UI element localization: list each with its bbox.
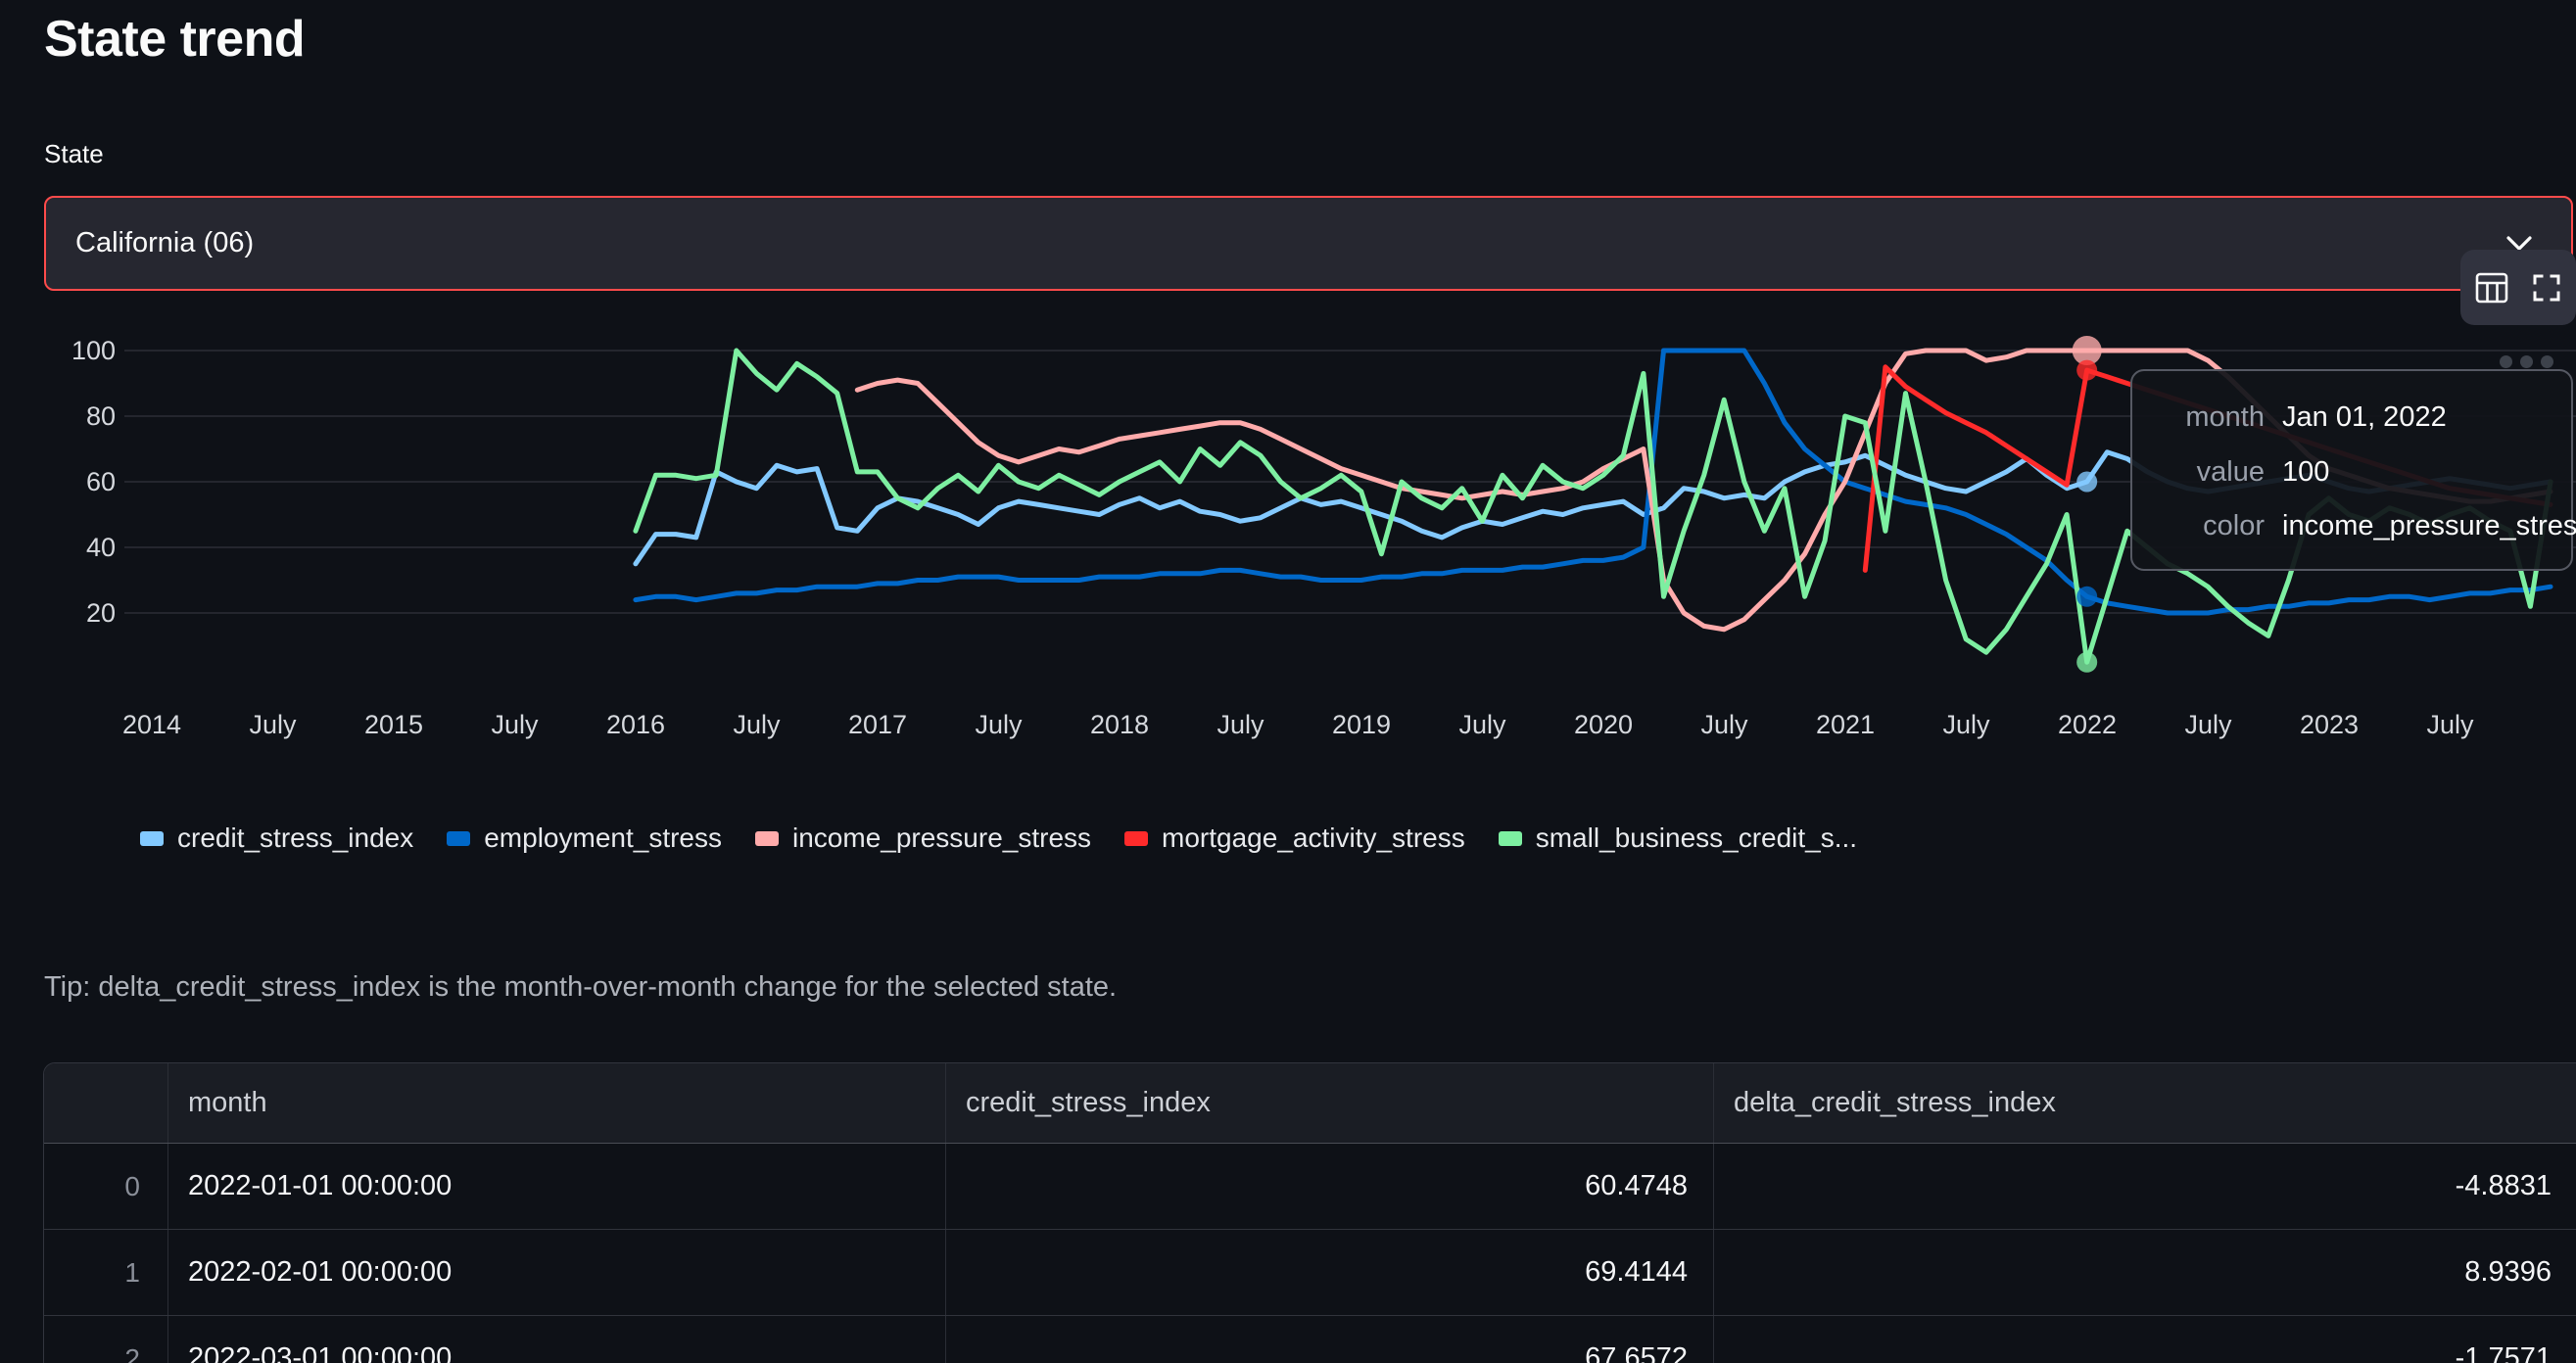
x-tick-label-9: July — [1216, 710, 1264, 739]
y-tick-label-60: 60 — [86, 467, 116, 496]
state-selectbox-value: California (06) — [75, 227, 255, 258]
chart-tooltip: month Jan 01, 2022 value 100 color incom… — [2130, 369, 2576, 571]
legend-swatch-mortgage_activity_stress — [1124, 830, 1149, 846]
credit-stress-index-cell[interactable]: 60.4748 — [945, 1144, 1713, 1229]
delta-credit-stress-index-cell[interactable]: -4.8831 — [1713, 1144, 2576, 1229]
x-tick-label-11: July — [1458, 710, 1506, 739]
legend-swatch-small_business_credit_stress — [1498, 830, 1522, 846]
table-header-index[interactable] — [44, 1063, 167, 1143]
hover-dot-small_business_credit_stress — [2076, 651, 2098, 673]
month-cell[interactable]: 2022-03-01 00:00:00 — [167, 1316, 945, 1363]
tooltip-color-label: color — [2203, 509, 2265, 541]
table-header-delta-credit-stress-index[interactable]: delta_credit_stress_index — [1713, 1063, 2576, 1143]
tooltip-month-value: Jan 01, 2022 — [2282, 401, 2447, 434]
page-title: State trend — [44, 11, 306, 68]
legend-swatch-employment_stress — [447, 830, 471, 846]
x-tick-label-17: July — [2184, 710, 2232, 739]
credit-stress-index-cell[interactable]: 69.4144 — [945, 1230, 1713, 1315]
legend-swatch-credit_stress_index — [140, 830, 164, 846]
tooltip-value-label: value — [2196, 455, 2265, 488]
legend-label-credit_stress_index: credit_stress_index — [177, 822, 414, 853]
state-selectbox[interactable]: California (06) — [44, 196, 2573, 291]
month-cell[interactable]: 2022-02-01 00:00:00 — [167, 1230, 945, 1315]
chart-legend: credit_stress_index employment_stress inco… — [140, 822, 1857, 854]
legend-item-income_pressure_stress: income_pressure_stress — [755, 822, 1091, 854]
credit-stress-index-cell[interactable]: 67.6572 — [945, 1316, 1713, 1363]
x-tick-label-8: 2018 — [1090, 710, 1149, 739]
row-index-cell[interactable]: 2 — [124, 1342, 140, 1363]
legend-item-small_business_credit_stress: small_business_credit_s... — [1498, 822, 1858, 854]
x-tick-label-4: 2016 — [606, 710, 665, 739]
x-tick-label-12: 2020 — [1574, 710, 1633, 739]
legend-label-income_pressure_stress: income_pressure_stress — [792, 822, 1092, 853]
x-tick-label-14: 2021 — [1816, 710, 1875, 739]
dataframe-table[interactable]: month credit_stress_index delta_credit_s… — [43, 1062, 2576, 1363]
legend-label-employment_stress: employment_stress — [484, 822, 722, 853]
delta-credit-stress-index-cell[interactable]: -1.7571 — [1713, 1316, 2576, 1363]
month-cell[interactable]: 2022-01-01 00:00:00 — [167, 1144, 945, 1229]
x-tick-label-10: 2019 — [1332, 710, 1391, 739]
x-tick-label-2: 2015 — [364, 710, 423, 739]
chart-action-toolbar — [2460, 250, 2576, 325]
x-tick-label-0: 2014 — [122, 710, 181, 739]
x-tick-label-3: July — [491, 710, 539, 739]
y-tick-label-20: 20 — [86, 598, 116, 628]
x-tick-label-6: 2017 — [848, 710, 907, 739]
x-tick-label-18: 2023 — [2300, 710, 2359, 739]
x-tick-label-16: 2022 — [2058, 710, 2117, 739]
table-body: 0 2022-01-01 00:00:00 60.4748 -4.8831 1 2022-… — [44, 1144, 2576, 1363]
x-tick-label-15: July — [1942, 710, 1990, 739]
y-tick-label-100: 100 — [72, 336, 116, 365]
table-row: 0 2022-01-01 00:00:00 60.4748 -4.8831 — [44, 1144, 2576, 1230]
delta-credit-stress-index-cell[interactable]: 8.9396 — [1713, 1230, 2576, 1315]
x-tick-label-5: July — [733, 710, 781, 739]
tooltip-value-value: 100 — [2282, 455, 2330, 488]
legend-item-employment_stress: employment_stress — [447, 822, 722, 854]
fullscreen-icon[interactable] — [2532, 273, 2561, 303]
line-small_business_credit_stress — [633, 348, 2553, 665]
table-header-month[interactable]: month — [167, 1063, 945, 1143]
x-tick-label-1: July — [249, 710, 297, 739]
table-row: 1 2022-02-01 00:00:00 69.4144 8.9396 — [44, 1230, 2576, 1316]
hover-dot-credit_stress_index — [2076, 471, 2098, 493]
table-row: 2 2022-03-01 00:00:00 67.6572 -1.7571 — [44, 1316, 2576, 1363]
legend-swatch-income_pressure_stress — [755, 830, 779, 846]
dataframe-view-icon[interactable] — [2475, 272, 2508, 304]
table-header-row: month credit_stress_index delta_credit_s… — [44, 1063, 2576, 1144]
row-index-cell[interactable]: 1 — [124, 1256, 140, 1288]
tooltip-month-label: month — [2185, 401, 2265, 434]
tooltip-color-value: income_pressure_stress — [2282, 509, 2576, 541]
table-header-credit-stress-index[interactable]: credit_stress_index — [945, 1063, 1713, 1143]
legend-label-small_business_credit_stress: small_business_credit_s... — [1535, 822, 1858, 853]
hover-dot-income_pressure_stress — [2072, 336, 2102, 365]
x-tick-label-19: July — [2426, 710, 2474, 739]
y-tick-label-40: 40 — [86, 533, 116, 562]
hover-dot-employment_stress — [2076, 586, 2098, 607]
x-tick-label-7: July — [975, 710, 1023, 739]
tip-caption: Tip: delta_credit_stress_index is the mo… — [44, 971, 1118, 1003]
x-tick-label-13: July — [1700, 710, 1748, 739]
y-tick-label-80: 80 — [86, 401, 116, 431]
row-index-cell[interactable]: 0 — [124, 1170, 140, 1201]
hover-dot-mortgage_activity_stress — [2076, 359, 2098, 381]
chevron-down-icon[interactable] — [2506, 235, 2532, 252]
state-select-label: State — [44, 139, 104, 168]
vega-actions-menu-icon[interactable] — [2500, 355, 2553, 368]
legend-item-credit_stress_index: credit_stress_index — [140, 822, 413, 854]
legend-item-mortgage_activity_stress: mortgage_activity_stress — [1124, 822, 1465, 854]
legend-label-mortgage_activity_stress: mortgage_activity_stress — [1162, 822, 1465, 853]
